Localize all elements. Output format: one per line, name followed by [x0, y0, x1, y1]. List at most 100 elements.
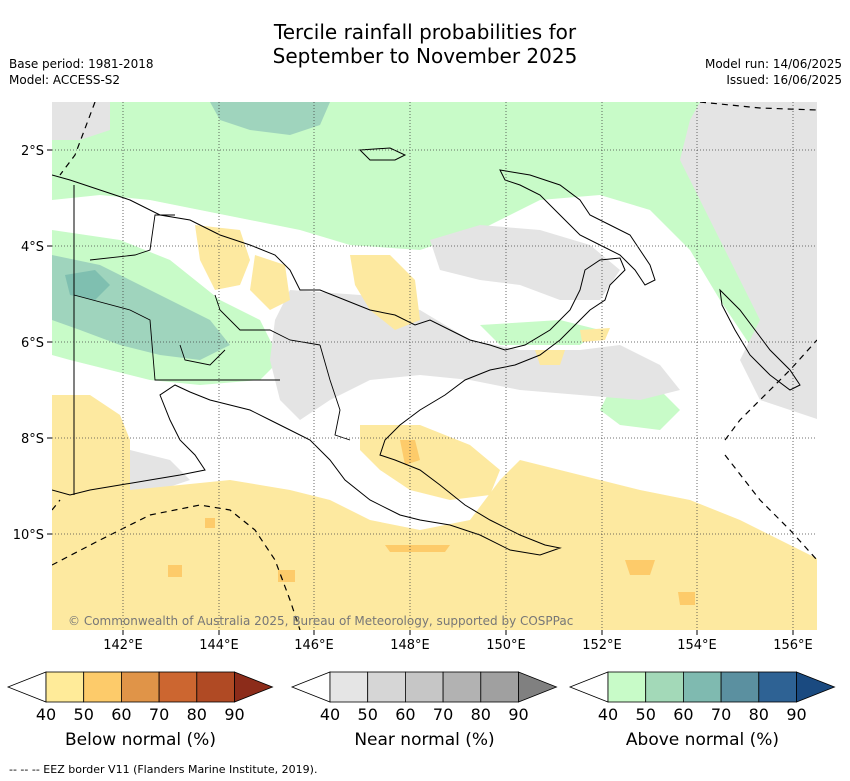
title-line-1: Tercile rainfall probabilities for	[273, 20, 577, 44]
colorbar-above-tick-40: 40	[598, 705, 618, 724]
above-normal-50-top	[210, 102, 330, 135]
lon-label-152e: 152°E	[582, 638, 622, 653]
colorbar-near-tick-80: 80	[471, 705, 491, 724]
lat-label-2s: 2°S	[21, 144, 44, 159]
province-borders	[73, 214, 351, 441]
province-border-4	[179, 344, 226, 366]
colorbar-near-tick-70: 70	[433, 705, 453, 724]
eez-border-northeast	[699, 102, 817, 111]
colorbar-above-min-arrow	[568, 671, 609, 703]
near-normal-region-west	[52, 102, 110, 140]
below-normal-50-patch-5	[168, 565, 182, 577]
below-normal-50-patch-7	[205, 518, 215, 528]
colorbar-near-tick-40: 40	[320, 705, 340, 724]
lon-label-146e: 146°E	[294, 638, 334, 653]
model-run: Model run: 14/06/2025	[704, 57, 842, 71]
colorbar-above-tick-90: 90	[786, 705, 806, 724]
colorbar-below-tick-70: 70	[149, 705, 169, 724]
below-normal-region-northwest	[195, 225, 250, 290]
lon-label-144e: 144°E	[199, 638, 239, 653]
above-normal-region-north	[52, 102, 817, 398]
map-canvas	[52, 102, 817, 630]
below-normal-50-patch-3	[625, 560, 655, 575]
bougainville-coastline	[719, 288, 801, 391]
colorbar-above-segment-60	[683, 671, 722, 703]
lat-label-10s: 10°S	[13, 528, 44, 543]
colorbar-above-segment-70	[720, 671, 760, 703]
below-normal-50-patch-4	[678, 592, 695, 605]
colorbar-above: 40 50 60 70 80 90	[568, 671, 836, 724]
colorbar-near-segment-50	[367, 671, 406, 703]
map-title: Tercile rainfall probabilities for Septe…	[0, 20, 850, 68]
run-info: Model run: 14/06/2025 Issued: 16/06/2025	[705, 56, 842, 88]
colorbar-below-min-arrow	[6, 671, 47, 703]
gridlines	[52, 102, 817, 630]
below-normal-region-central	[360, 425, 500, 500]
footer-eez-note: -- -- -- EEZ border V11 (Flanders Marine…	[9, 763, 318, 776]
eez-border-south	[52, 504, 301, 630]
colorbar-above-segment-50	[645, 671, 684, 703]
lat-label-4s: 4°S	[21, 240, 44, 255]
lon-label-156e: 156°E	[773, 638, 813, 653]
colorbar-below-tick-90: 90	[224, 705, 244, 724]
eez-borders	[52, 102, 817, 630]
colorbar-below-tick-50: 50	[74, 705, 94, 724]
lon-label-150e: 150°E	[486, 638, 526, 653]
province-border-2	[89, 214, 175, 261]
model-name: Model: ACCESS-S2	[9, 73, 121, 87]
colorbar-title-below: Below normal (%)	[65, 730, 216, 750]
province-border-1	[73, 294, 280, 381]
below-normal-50-patch-2	[385, 545, 450, 552]
base-info: Base period: 1981-2018 Model: ACCESS-S2	[9, 56, 154, 88]
colorbar-below-segment-80	[196, 671, 235, 703]
axis-ticks	[47, 149, 794, 635]
base-period: Base period: 1981-2018	[9, 57, 154, 71]
colorbar-near-segment-40	[329, 671, 369, 703]
colorbar-above-max-arrow	[796, 671, 836, 703]
colorbar-near-max-arrow	[518, 671, 558, 703]
eez-border-east	[724, 339, 817, 441]
near-normal-region-northeast	[680, 102, 817, 419]
colorbar-near-tick-50: 50	[358, 705, 378, 724]
lat-labels: 2°S 4°S 6°S 8°S 10°S	[13, 144, 44, 543]
colorbar-below: 40 50 60 70 80 90	[6, 671, 274, 724]
below-normal-region-center-small	[535, 350, 565, 365]
colorbar-above-segment-80	[758, 671, 797, 703]
colorbars: 40 50 60 70 80 90 40 50 60 70 80 90 40 50 60 70 80 90	[6, 671, 836, 724]
colorbar-near-segment-60	[404, 671, 444, 703]
new-britain-coastline	[499, 169, 656, 286]
coastlines	[52, 147, 801, 556]
lon-labels: 142°E 144°E 146°E 148°E 150°E 152°E 154°…	[103, 638, 813, 653]
colorbar-title-near: Near normal (%)	[354, 730, 495, 750]
colorbar-above-tick-60: 60	[673, 705, 693, 724]
above-normal-region-east	[600, 390, 680, 430]
province-border-3	[214, 294, 321, 346]
eez-border-southeast	[724, 454, 817, 561]
colorbar-near: 40 50 60 70 80 90	[290, 671, 558, 724]
colorbar-near-segment-70	[442, 671, 482, 703]
colorbar-above-segment-40	[607, 671, 647, 703]
manus-coastline	[358, 147, 407, 161]
colorbar-above-tick-70: 70	[711, 705, 731, 724]
title-line-2: September to November 2025	[272, 44, 578, 68]
issued-date: Issued: 16/06/2025	[726, 73, 842, 87]
colorbar-below-segment-70	[158, 671, 198, 703]
colorbar-above-tick-80: 80	[749, 705, 769, 724]
eez-border-west	[59, 102, 96, 176]
colorbar-near-tick-60: 60	[395, 705, 415, 724]
above-normal-region-central	[480, 320, 600, 345]
colorbar-below-tick-60: 60	[111, 705, 131, 724]
colorbar-near-segment-80	[480, 671, 519, 703]
province-border-5	[319, 344, 351, 441]
near-normal-region-center	[270, 290, 680, 420]
colorbar-below-max-arrow	[234, 671, 274, 703]
below-normal-50-patch-1	[400, 440, 420, 465]
new-guinea-coastline	[52, 174, 626, 556]
colorbar-title-above: Above normal (%)	[625, 730, 780, 750]
lat-label-8s: 8°S	[21, 432, 44, 447]
eez-border-southwest	[52, 499, 61, 511]
colorbar-near-min-arrow	[290, 671, 331, 703]
colorbar-below-tick-80: 80	[187, 705, 207, 724]
colorbar-near-tick-90: 90	[508, 705, 528, 724]
